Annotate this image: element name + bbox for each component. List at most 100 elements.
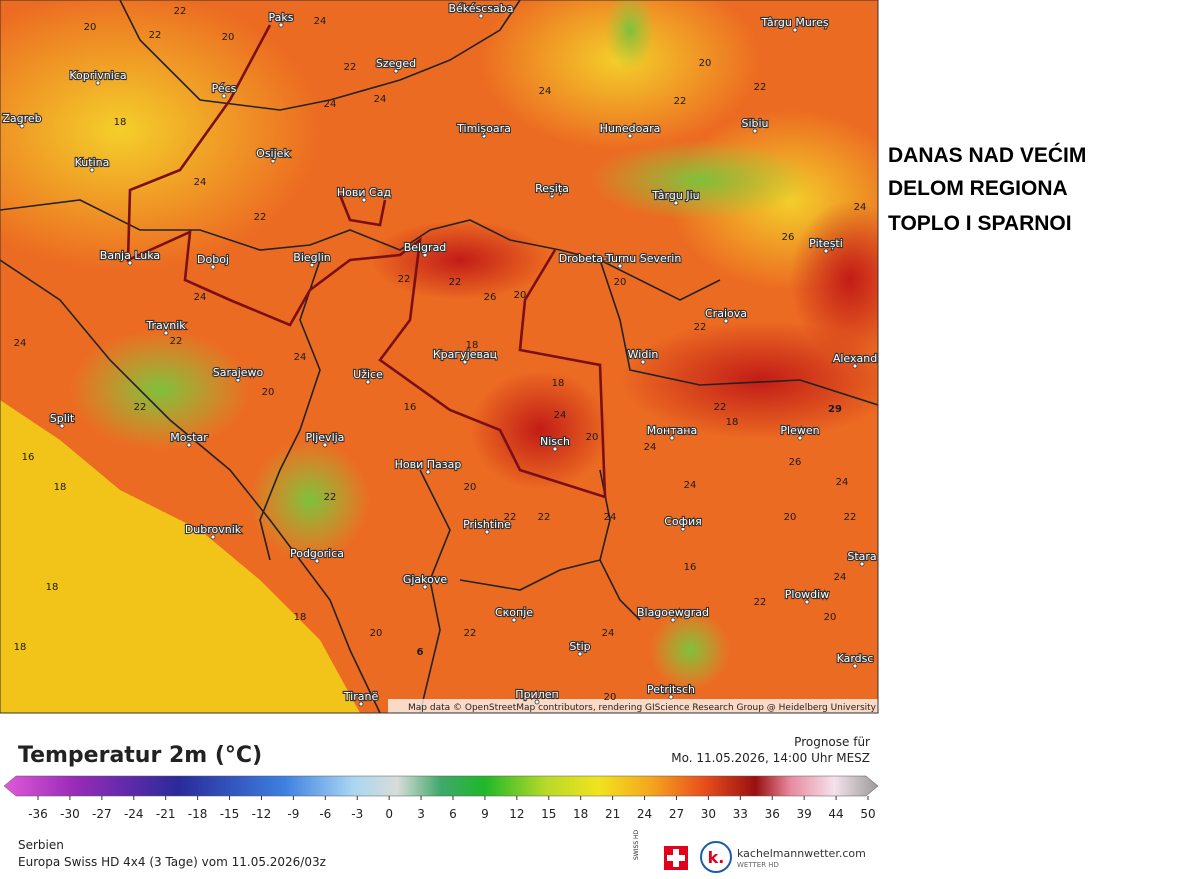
hot-zone	[620, 320, 878, 440]
sea	[0, 400, 360, 713]
temperature-label: 24	[294, 352, 307, 363]
temperature-label: 16	[684, 562, 697, 573]
city-label: Split	[50, 412, 75, 425]
mountain-zone	[650, 610, 730, 690]
temperature-label: 18	[552, 378, 565, 389]
city-dot	[19, 123, 25, 129]
temperature-label: 18	[114, 117, 127, 128]
temperature-label: 20	[464, 482, 477, 493]
temperature-label: 24	[834, 572, 847, 583]
headline-line: DELOM REGIONA	[888, 177, 1068, 200]
temperature-label: 24	[539, 86, 552, 97]
city-dot	[127, 260, 133, 266]
scale-tick-label: -24	[124, 807, 144, 821]
scale-tick-label: 24	[637, 807, 652, 821]
hot-zone	[470, 370, 610, 490]
city-label: Nisch	[540, 435, 570, 448]
temperature-label: 22	[344, 62, 357, 73]
temperature-label: 22	[754, 82, 767, 93]
city-dot	[823, 248, 829, 254]
temperature-label: 20	[370, 628, 383, 639]
city-dot	[210, 534, 216, 540]
temperature-label: 24	[602, 628, 615, 639]
warm-zone	[0, 0, 320, 270]
temperature-label: 24	[684, 480, 697, 491]
city-label: София	[664, 515, 702, 528]
temperature-label: 16	[404, 402, 417, 413]
city-label: Stip	[569, 640, 590, 653]
city-label: Dubrovnik	[185, 523, 242, 536]
temperature-label: 26	[484, 292, 497, 303]
temperature-label: 18	[14, 642, 27, 653]
city-dot	[95, 80, 101, 86]
scale-tick-label: -27	[92, 807, 112, 821]
temperature-label: 18	[294, 612, 307, 623]
scale-tick-label: 18	[573, 807, 588, 821]
temperature-label: 20	[614, 277, 627, 288]
city-dot	[361, 197, 367, 203]
city-label: Prishtine	[463, 518, 511, 531]
map: Map data © OpenStreetMap contributors, r…	[0, 0, 878, 713]
city-dot	[680, 526, 686, 532]
scale-tick-label: -30	[60, 807, 80, 821]
city-label: Doboj	[197, 253, 229, 266]
brand-icon	[700, 841, 732, 873]
scale-tick-label: -36	[28, 807, 48, 821]
brand: kachelmannwetter.com	[737, 847, 866, 860]
scale-tick-label: -18	[188, 807, 208, 821]
attribution: Map data © OpenStreetMap contributors, r…	[408, 703, 877, 713]
city-label: Widin	[628, 348, 659, 361]
city-label: Podgorica	[290, 547, 344, 560]
city-dot	[163, 330, 169, 336]
city-dot	[309, 262, 315, 268]
scale-tick-label: 33	[733, 807, 748, 821]
temperature-label: 24	[194, 292, 207, 303]
city-dot	[235, 377, 241, 383]
city-dot	[669, 435, 675, 441]
city-label: Békéscsaba	[448, 2, 513, 15]
city-label: Belgrad	[404, 241, 447, 254]
temperature-label: 24	[14, 338, 27, 349]
city-dot	[552, 446, 558, 452]
city-dot	[670, 617, 676, 623]
warm-zone	[480, 0, 760, 150]
city-label: Plowdiw	[785, 588, 829, 601]
scale-tick-label: -12	[252, 807, 272, 821]
scale-tick-label: -9	[287, 807, 299, 821]
hot-zone	[790, 200, 878, 360]
city-dot	[852, 363, 858, 369]
scale-ticks: -36 -30 -27 -24 -21 -18 -15 -12 -9 -6 -3 0 3 6 9 12 15 18…	[28, 796, 876, 821]
scale-tick-label: -21	[156, 807, 176, 821]
city-label: Travnik	[145, 319, 186, 332]
city-dot	[484, 529, 490, 535]
temperature-label: 22	[254, 212, 267, 223]
city-dot	[462, 359, 468, 365]
temperature-label: 24	[194, 177, 207, 188]
scale-tick-label: 15	[541, 807, 556, 821]
city-dot	[673, 200, 679, 206]
city-label: Прилеп	[515, 688, 558, 701]
temperature-label: 22	[464, 628, 477, 639]
city-label: Kardsc	[837, 652, 874, 665]
color-scale	[3, 775, 879, 797]
city-label: Szeged	[376, 57, 416, 70]
city-dot	[393, 68, 399, 74]
city-label: Alexand	[833, 352, 877, 365]
city-dot	[792, 27, 798, 33]
temperature-label: 22	[538, 512, 551, 523]
temperature-label: 24	[314, 16, 327, 27]
city-label: Târgu Mureș	[760, 16, 828, 29]
city-dot	[859, 561, 865, 567]
city-label: Gjakove	[403, 573, 448, 586]
city-label: Нови Пазар	[395, 458, 462, 471]
scale-tick-label: -3	[351, 807, 363, 821]
city-dot	[278, 22, 284, 28]
city-dot	[59, 423, 65, 429]
city-dot	[270, 158, 276, 164]
scale-tick-label: 27	[669, 807, 684, 821]
city-dot	[422, 252, 428, 258]
temperature-label: 20	[824, 612, 837, 623]
city-label: Osijek	[256, 147, 290, 160]
city-dot	[186, 442, 192, 448]
